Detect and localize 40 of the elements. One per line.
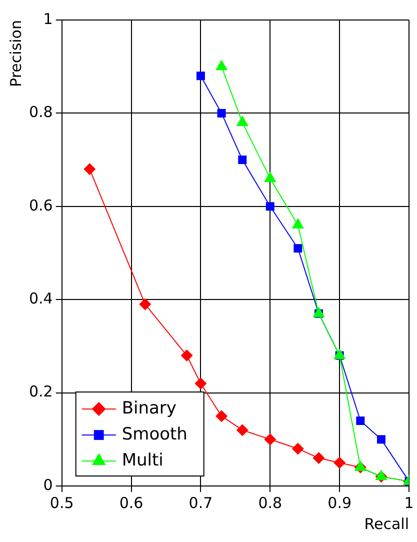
y-tick-label: 0.8 [28, 103, 53, 122]
y-tick-label: 0.2 [28, 382, 53, 401]
point [312, 452, 325, 464]
point [139, 298, 152, 310]
point [334, 456, 346, 469]
y-tick-label: 0 [43, 476, 53, 494]
y-tick-label: 1 [43, 10, 53, 28]
point [264, 433, 276, 446]
point [264, 171, 276, 182]
x-tick-label: 1 [404, 494, 414, 512]
x-tick-label: 0.6 [119, 494, 144, 512]
y-tick-label: 0.4 [28, 289, 53, 308]
point [84, 163, 96, 176]
x-tick-label: 0.8 [258, 494, 282, 512]
point [236, 116, 248, 126]
legend-label: Smooth [122, 424, 188, 444]
point [294, 244, 302, 253]
point [180, 350, 193, 362]
point [376, 435, 386, 444]
point [217, 108, 226, 118]
point [236, 424, 248, 436]
point [334, 348, 346, 360]
point [238, 156, 247, 164]
point [312, 306, 325, 318]
point [194, 377, 207, 390]
x-axis-title: Recall [364, 514, 409, 533]
legend-label: Binary [122, 398, 176, 418]
point [292, 442, 304, 455]
x-tick-label: 0.7 [188, 494, 213, 512]
point [266, 202, 274, 211]
legend-label: Multi [122, 450, 164, 470]
point [216, 410, 228, 422]
x-tick-label: 0.5 [50, 494, 74, 512]
point [292, 218, 304, 229]
point [196, 72, 205, 80]
point [215, 60, 228, 70]
y-tick-label: 0.6 [28, 196, 53, 214]
x-tick-label: 0.9 [328, 494, 352, 512]
y-axis-title: Precision [6, 20, 25, 87]
point [356, 416, 365, 426]
